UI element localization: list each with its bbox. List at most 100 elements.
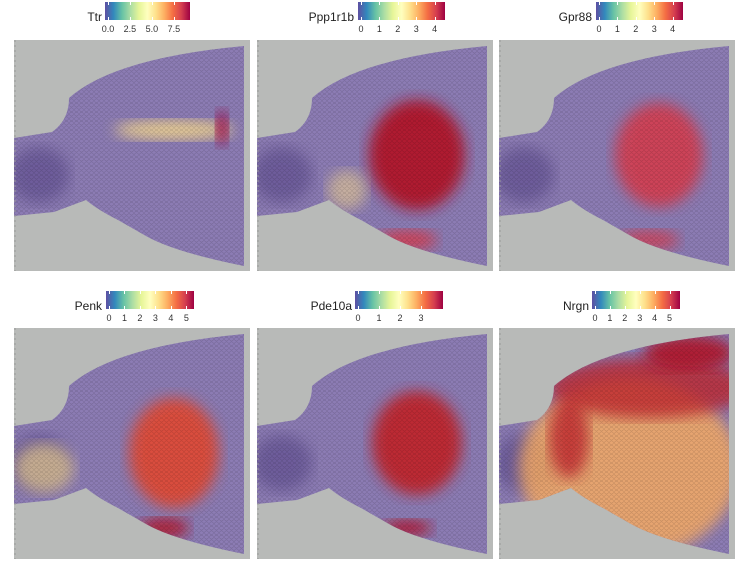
legend-tick-mark: [108, 2, 109, 5]
legend-tick-mark: [173, 2, 175, 5]
legend-tick-label: 0: [106, 313, 112, 323]
legend-tick-label: 1: [376, 24, 382, 34]
legend-tick-mark: [124, 306, 126, 309]
feature-title: Ppp1r1b: [308, 10, 354, 24]
legend-tick-label: 3: [651, 24, 657, 34]
legend-tick-mark: [595, 306, 596, 309]
legend-tick-mark: [151, 17, 153, 20]
legend-tick-mark: [421, 306, 423, 309]
legend-tick-mark: [397, 17, 399, 20]
legend-tick-label: 2: [137, 313, 143, 323]
legend-tick-mark: [109, 291, 110, 294]
legend-tick-label: 7.5: [167, 24, 181, 34]
legend-tick-label: 0: [358, 24, 364, 34]
legend-tick-mark: [595, 291, 596, 294]
color-legend-penk: Penk 0 1 2 3 4 5: [0, 289, 752, 329]
legend-tick-mark: [669, 306, 671, 309]
spatial-panel-ppp1r1b: [257, 40, 493, 271]
legend-tick-mark: [416, 2, 418, 5]
feature-title: Gpr88: [558, 10, 592, 24]
color-legend-nrgn: Nrgn 0 1 2 3 4 5: [0, 289, 752, 329]
legend-tick-label: 4: [670, 24, 676, 34]
legend-tick-mark: [379, 306, 381, 309]
legend-tick-mark: [358, 306, 359, 309]
legend-tick-mark: [170, 306, 172, 309]
legend-tick-mark: [624, 306, 626, 309]
legend-tick-label: 2: [633, 24, 639, 34]
legend-tick-mark: [379, 291, 381, 294]
spot-grid: [14, 334, 244, 554]
legend-tick-mark: [434, 17, 436, 20]
legend-tick-label: 3: [637, 313, 643, 323]
legend-tick-mark: [129, 17, 131, 20]
legend-tick-mark: [151, 2, 153, 5]
colorbar: [106, 291, 194, 309]
legend-tick-mark: [139, 306, 141, 309]
feature-title: Penk: [74, 299, 102, 313]
legend-tick-mark: [124, 291, 126, 294]
legend-tick-mark: [361, 17, 362, 20]
legend-tick-label: 1: [614, 24, 620, 34]
legend-tick-mark: [639, 291, 641, 294]
legend-tick-mark: [170, 291, 172, 294]
spatial-panel-pde10a: [257, 328, 493, 559]
legend-tick-label: 2: [395, 24, 401, 34]
spatial-panel-nrgn: [499, 328, 735, 559]
legend-tick-label: 1: [121, 313, 127, 323]
legend-tick-mark: [599, 2, 600, 5]
legend-tick-mark: [421, 291, 423, 294]
legend-tick-mark: [109, 306, 110, 309]
legend-tick-mark: [669, 291, 671, 294]
legend-tick-mark: [434, 2, 436, 5]
spatial-panel-gpr88: [499, 40, 735, 271]
legend-tick-label: 5: [667, 313, 673, 323]
legend-tick-mark: [108, 17, 109, 20]
legend-tick-mark: [635, 2, 637, 5]
legend-tick-mark: [400, 306, 402, 309]
legend-tick-mark: [400, 291, 402, 294]
legend-tick-label: 3: [152, 313, 158, 323]
spot-grid: [499, 334, 729, 554]
legend-tick-mark: [599, 17, 600, 20]
legend-tick-mark: [617, 17, 619, 20]
feature-title: Pde10a: [310, 299, 352, 313]
legend-tick-mark: [609, 306, 611, 309]
spot-grid: [257, 334, 487, 554]
spatial-panel-ttr: [14, 40, 250, 271]
feature-title: Nrgn: [562, 299, 589, 313]
feature-title: Ttr: [87, 10, 102, 24]
colorbar: [596, 2, 683, 20]
legend-tick-mark: [397, 2, 399, 5]
legend-tick-mark: [186, 291, 188, 294]
legend-tick-mark: [654, 2, 656, 5]
legend-tick-mark: [358, 291, 359, 294]
legend-tick-mark: [617, 2, 619, 5]
color-legend-ppp1r1b: Ppp1r1b 0 1 2 3 4: [0, 0, 752, 40]
legend-tick-mark: [609, 291, 611, 294]
legend-tick-mark: [173, 17, 175, 20]
spatial-panel-penk: [14, 328, 250, 559]
spot-grid: [14, 46, 244, 266]
legend-tick-label: 2: [622, 313, 628, 323]
legend-tick-label: 2.5: [123, 24, 137, 34]
legend-tick-mark: [129, 2, 131, 5]
legend-tick-label: 0: [592, 313, 598, 323]
legend-tick-mark: [654, 291, 656, 294]
legend-tick-mark: [654, 17, 656, 20]
color-legend-ttr: Ttr 0.0 2.5 5.0 7.5: [0, 0, 752, 40]
spot-grid: [257, 46, 487, 266]
legend-tick-mark: [672, 2, 674, 5]
legend-tick-label: 3: [418, 313, 424, 323]
colorbar: [358, 2, 445, 20]
legend-tick-mark: [624, 291, 626, 294]
legend-tick-mark: [155, 291, 157, 294]
legend-tick-mark: [639, 306, 641, 309]
legend-tick-mark: [416, 17, 418, 20]
legend-tick-label: 4: [432, 24, 438, 34]
legend-tick-label: 1: [607, 313, 613, 323]
legend-tick-mark: [654, 306, 656, 309]
legend-tick-label: 0.0: [101, 24, 115, 34]
color-legend-gpr88: Gpr88 0 1 2 3 4: [0, 0, 752, 40]
legend-tick-mark: [379, 2, 381, 5]
legend-tick-mark: [635, 17, 637, 20]
